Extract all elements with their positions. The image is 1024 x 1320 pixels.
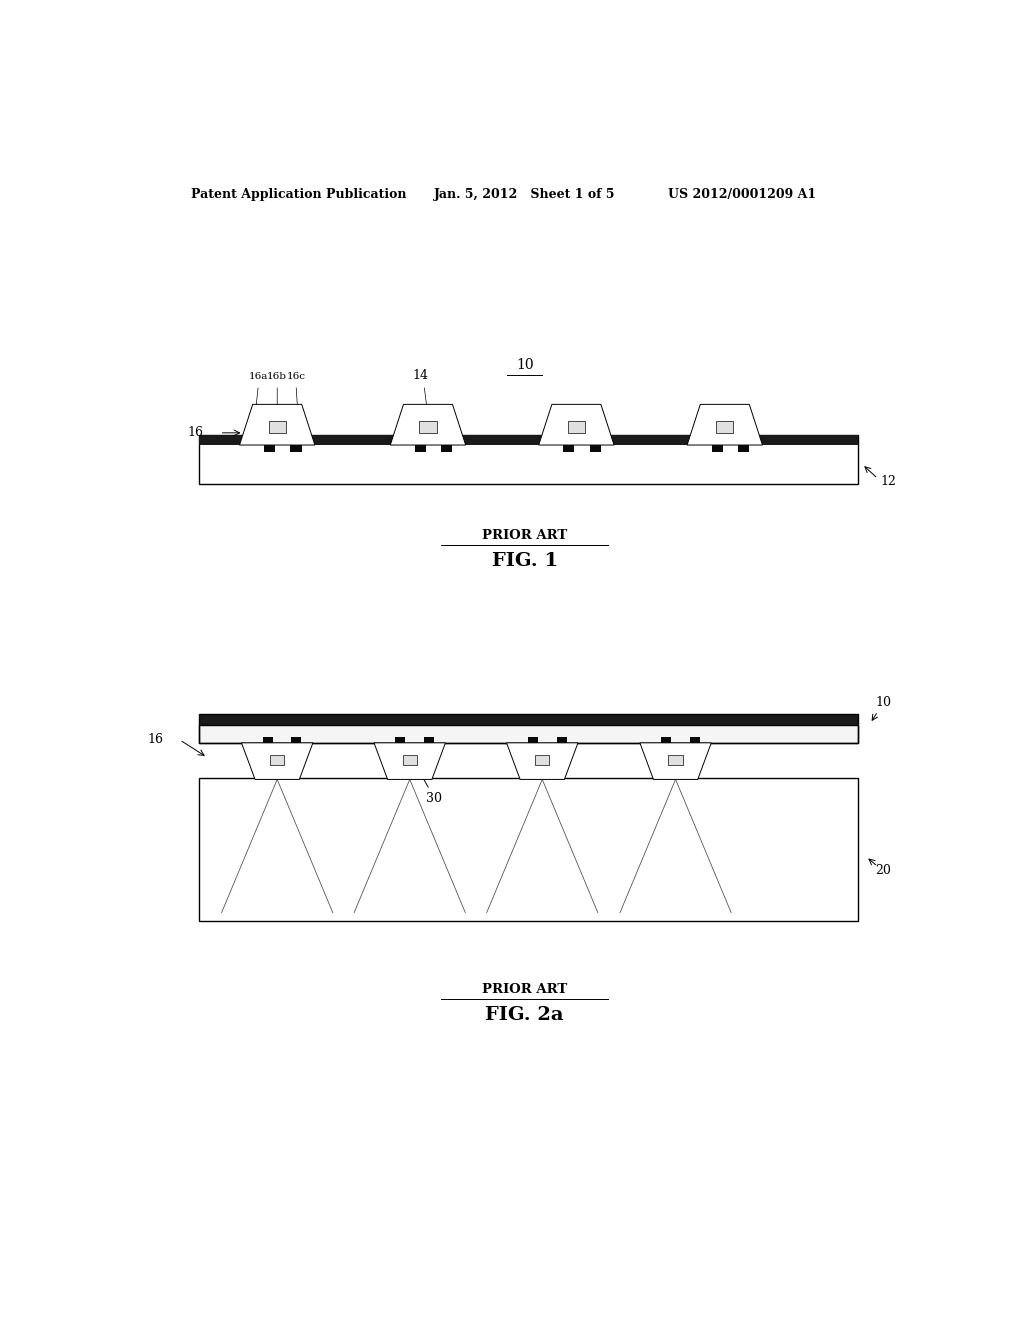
Bar <box>292 737 301 743</box>
Bar <box>738 445 750 453</box>
Text: 10: 10 <box>876 696 892 709</box>
Bar <box>270 755 285 764</box>
Text: 16: 16 <box>147 734 164 746</box>
Polygon shape <box>240 404 315 445</box>
Bar <box>402 755 417 764</box>
Bar <box>528 737 538 743</box>
Text: Patent Application Publication: Patent Application Publication <box>191 189 407 202</box>
Text: FIG. 2a: FIG. 2a <box>485 1006 564 1024</box>
Bar <box>200 779 858 921</box>
Polygon shape <box>374 743 445 779</box>
Bar <box>563 445 574 453</box>
Polygon shape <box>507 743 578 779</box>
Text: 10: 10 <box>516 358 534 372</box>
Bar <box>568 421 585 433</box>
Polygon shape <box>539 404 614 445</box>
Bar <box>716 421 733 433</box>
Polygon shape <box>687 404 763 445</box>
Text: 16b: 16b <box>267 372 287 381</box>
Bar <box>264 445 275 453</box>
Bar <box>712 445 723 453</box>
Bar <box>557 737 566 743</box>
Text: 16: 16 <box>187 426 204 440</box>
Bar <box>200 434 858 445</box>
Bar <box>395 737 406 743</box>
Text: Jan. 5, 2012   Sheet 1 of 5: Jan. 5, 2012 Sheet 1 of 5 <box>433 189 615 202</box>
Text: 12: 12 <box>881 475 896 487</box>
Bar <box>662 737 672 743</box>
Bar <box>291 445 302 453</box>
Bar <box>590 445 601 453</box>
Text: 14: 14 <box>412 370 428 381</box>
Polygon shape <box>390 404 466 445</box>
Text: US 2012/0001209 A1: US 2012/0001209 A1 <box>668 189 816 202</box>
Bar <box>420 421 436 433</box>
Polygon shape <box>242 743 313 779</box>
Bar <box>200 714 858 725</box>
Text: 20: 20 <box>876 865 892 878</box>
Bar <box>441 445 453 453</box>
Bar <box>268 421 286 433</box>
Bar <box>669 755 683 764</box>
Bar <box>536 755 550 764</box>
Bar <box>200 434 858 483</box>
Text: 16a: 16a <box>249 372 268 381</box>
Text: PRIOR ART: PRIOR ART <box>482 528 567 541</box>
Bar <box>424 737 434 743</box>
Polygon shape <box>640 743 712 779</box>
Text: FIG. 1: FIG. 1 <box>492 552 558 570</box>
Bar <box>200 725 858 743</box>
Text: 30: 30 <box>426 792 441 805</box>
Bar <box>263 737 273 743</box>
Text: PRIOR ART: PRIOR ART <box>482 983 567 995</box>
Bar <box>415 445 426 453</box>
Text: 16c: 16c <box>287 372 305 381</box>
Bar <box>200 714 858 743</box>
Bar <box>690 737 699 743</box>
